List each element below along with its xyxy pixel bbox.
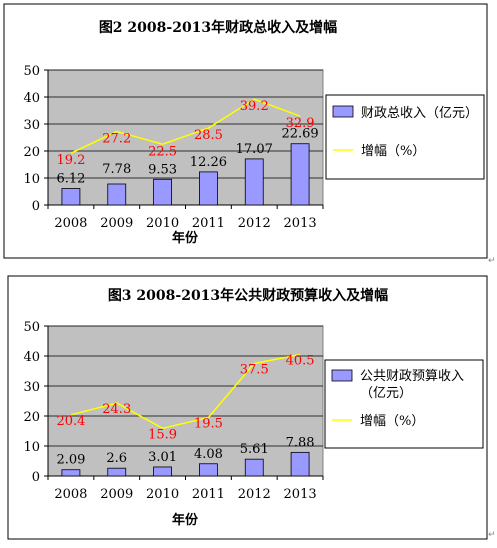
growth-value-label: 32.9 bbox=[286, 116, 315, 131]
chart-1-legend-line-label: 增幅（%） bbox=[361, 144, 425, 159]
x-tick-label: 2008 bbox=[54, 216, 87, 231]
y-tick-label: 40 bbox=[23, 350, 40, 365]
growth-value-label: 24.3 bbox=[102, 402, 131, 417]
chart-1-x-axis-label: 年份 bbox=[172, 230, 199, 246]
bar-value-label: 6.12 bbox=[56, 171, 85, 186]
bar-value-label: 17.07 bbox=[236, 142, 273, 157]
growth-value-label: 19.5 bbox=[194, 417, 223, 432]
x-tick-label: 2011 bbox=[192, 487, 225, 502]
bar-value-label: 4.08 bbox=[194, 447, 223, 462]
y-tick-label: 40 bbox=[23, 91, 40, 106]
y-tick-label: 10 bbox=[23, 172, 40, 187]
y-tick-label: 20 bbox=[23, 410, 40, 425]
paragraph-mark: ↵ bbox=[488, 530, 496, 540]
paragraph-mark: ↵ bbox=[488, 256, 496, 266]
x-tick-label: 2010 bbox=[146, 487, 179, 502]
bar-value-label: 9.53 bbox=[148, 162, 177, 177]
bar bbox=[153, 466, 172, 477]
growth-value-label: 15.9 bbox=[148, 427, 177, 442]
x-tick-label: 2010 bbox=[146, 216, 179, 231]
bar-value-label: 12.26 bbox=[190, 155, 227, 170]
growth-value-label: 40.5 bbox=[286, 354, 315, 369]
growth-value-label: 22.5 bbox=[148, 144, 177, 159]
y-tick-label: 0 bbox=[32, 470, 40, 485]
bar bbox=[290, 451, 310, 477]
bar bbox=[107, 467, 127, 477]
growth-value-label: 28.5 bbox=[194, 128, 223, 143]
chart-1-title: 图2 2008-2013年财政总收入及增幅 bbox=[99, 19, 337, 36]
y-tick-label: 10 bbox=[23, 440, 40, 455]
plot-area bbox=[47, 325, 324, 477]
chart-1-legend: 财政总收入（亿元） 增幅（%） bbox=[325, 94, 485, 180]
plot-group: 0 10 20 30 40 50 2008 2009 2010 2011 2012 2013 2.09 2… bbox=[23, 320, 324, 502]
chart-2-legend-bar-label-line-2: （亿元） bbox=[360, 386, 412, 401]
chart-2-legend-bar-label-line-1: 公共财政预算收入 bbox=[360, 369, 464, 384]
bar bbox=[290, 143, 310, 206]
bar-value-label: 22.69 bbox=[281, 127, 318, 142]
bar-value-label: 3.01 bbox=[148, 450, 177, 465]
x-tick-label: 2013 bbox=[284, 487, 317, 502]
bar bbox=[107, 183, 127, 206]
bar bbox=[244, 458, 264, 477]
bar-value-label: 2.6 bbox=[106, 451, 127, 466]
growth-value-label: 20.4 bbox=[56, 414, 85, 429]
growth-value-label: 27.2 bbox=[102, 132, 131, 147]
bar-value-label: 5.61 bbox=[240, 442, 269, 457]
chart-1-legend-bar-label: 财政总收入（亿元） bbox=[361, 106, 478, 121]
bar bbox=[199, 171, 218, 206]
y-tick-label: 30 bbox=[23, 380, 40, 395]
growth-value-label: 19.2 bbox=[56, 153, 85, 168]
bar bbox=[61, 469, 81, 477]
y-tick-label: 50 bbox=[23, 320, 40, 335]
chart-2-legend: 公共财政预算收入 （亿元） 增幅（%） bbox=[324, 359, 484, 449]
chart-2-legend-bar-label: 公共财政预算收入 （亿元） bbox=[360, 369, 468, 401]
bar bbox=[153, 178, 172, 206]
chart-2: 图3 2008-2013年公共财政预算收入及增幅 年份 0 10 20 30 40 50 2… bbox=[7, 275, 488, 540]
growth-value-label: 39.2 bbox=[240, 99, 269, 114]
bar bbox=[199, 463, 218, 477]
x-tick-label: 2012 bbox=[238, 487, 271, 502]
chart-2-title: 图3 2008-2013年公共财政预算收入及增幅 bbox=[108, 287, 388, 304]
x-tick-label: 2009 bbox=[100, 487, 133, 502]
y-tick-label: 20 bbox=[23, 145, 40, 160]
plot-area bbox=[47, 69, 324, 206]
bar bbox=[61, 188, 81, 206]
bar-value-label: 2.09 bbox=[56, 453, 85, 468]
y-tick-label: 30 bbox=[23, 118, 40, 133]
growth-value-label: 37.5 bbox=[240, 363, 269, 378]
x-tick-label: 2008 bbox=[54, 487, 87, 502]
x-tick-label: 2009 bbox=[100, 216, 133, 231]
bar bbox=[244, 158, 264, 206]
x-tick-label: 2013 bbox=[284, 216, 317, 231]
growth-line bbox=[70, 98, 301, 154]
growth-line bbox=[70, 353, 301, 430]
x-tick-label: 2011 bbox=[192, 216, 225, 231]
plot-group: 0 10 20 30 40 50 2008 2009 2010 2011 2012 2013 6.12 7… bbox=[23, 64, 324, 231]
y-tick-label: 0 bbox=[32, 199, 40, 214]
chart-2-x-axis-label: 年份 bbox=[172, 512, 199, 528]
bar-value-label: 7.88 bbox=[286, 435, 315, 450]
y-tick-label: 50 bbox=[23, 64, 40, 79]
chart-1-legend-bar-swatch bbox=[332, 105, 354, 118]
chart-2-legend-bar-swatch bbox=[331, 369, 353, 382]
bar-value-label: 7.78 bbox=[102, 162, 131, 177]
chart-1: 图2 2008-2013年财政总收入及增幅 年份 0 10 20 30 40 50 2008… bbox=[3, 3, 488, 259]
chart-2-legend-line-label: 增幅（%） bbox=[360, 414, 424, 429]
x-tick-label: 2012 bbox=[238, 216, 271, 231]
